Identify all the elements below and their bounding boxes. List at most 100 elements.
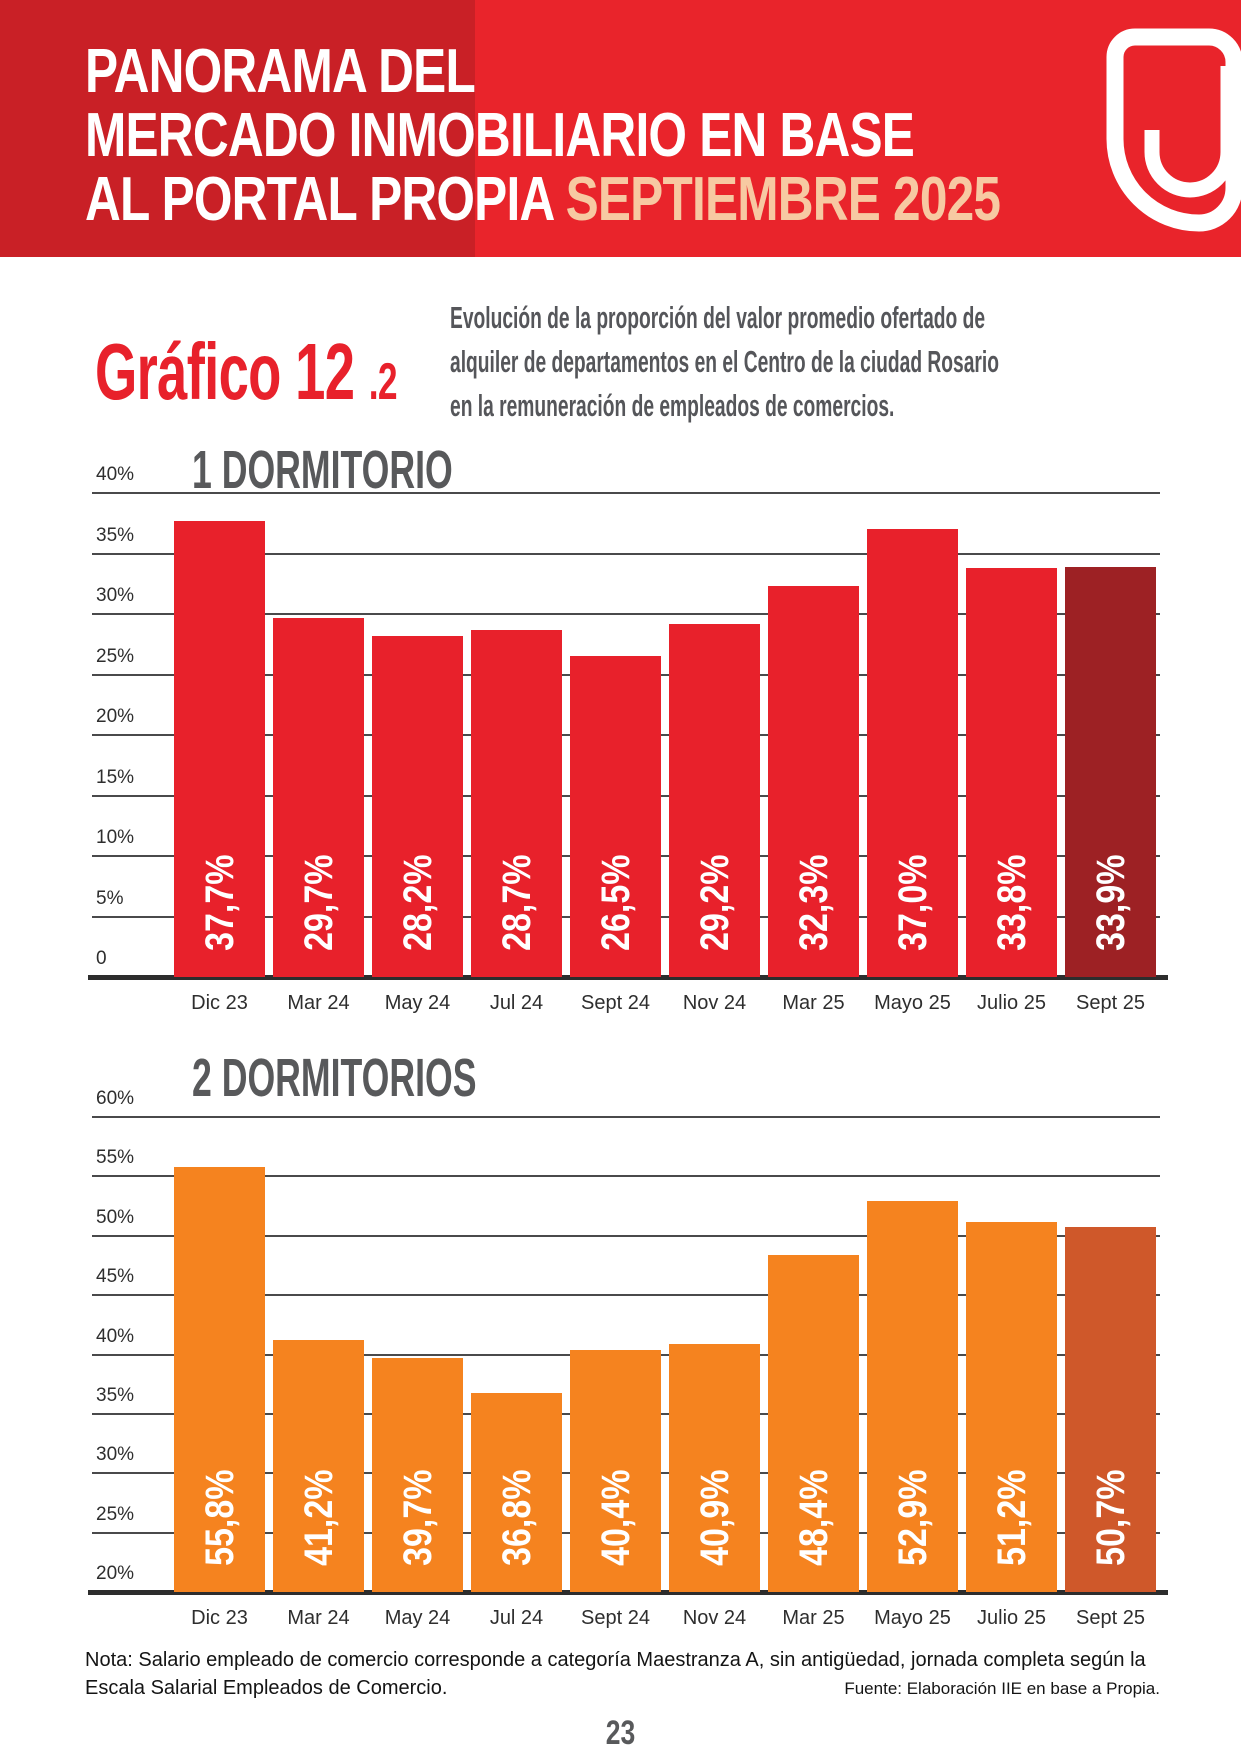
x-axis-label: Jul 24 (489, 992, 544, 1014)
report-title-line1: PANORAMA DEL (85, 37, 476, 106)
bar-value-label: 41,2% (296, 1469, 341, 1566)
figure-label-suffix: .2 (368, 353, 398, 411)
bar-value-label: 48,4% (791, 1469, 836, 1566)
x-axis-label: Mar 24 (287, 1607, 350, 1629)
header-left-block (0, 0, 475, 257)
x-axis-line (88, 975, 1168, 980)
bar-value-label: 29,2% (692, 854, 737, 951)
figure-description-line1: Evolución de la proporción del valor pro… (450, 300, 986, 335)
header-highlight: SEPTIEMBRE 2025 (565, 165, 1001, 234)
bar-value-label: 28,7% (494, 854, 539, 951)
y-tick-label: 30% (96, 585, 135, 606)
x-axis-label: May 24 (384, 992, 451, 1014)
bar: 55,8% (174, 1166, 265, 1592)
bar: 37,7% (174, 520, 265, 977)
report-title-line2: MERCADO INMOBILIARIO EN BASE (85, 101, 915, 170)
bar: 37,0% (867, 529, 958, 977)
x-axis-label: Mar 25 (782, 992, 845, 1014)
footnote-line1: Nota: Salario empleado de comercio corre… (85, 1649, 1146, 1671)
y-tick-label: 35% (96, 524, 135, 546)
gridline (92, 1175, 1160, 1178)
report-title-line3: AL PORTAL PROPIA SEPTIEMBRE 2025 (85, 165, 1001, 234)
bar-value-label: 28,2% (395, 854, 440, 951)
bar-value-label: 29,7% (296, 854, 341, 951)
y-tick-label: 40% (96, 1325, 135, 1347)
gridline (92, 1412, 1160, 1415)
x-axis-label: Jul 24 (489, 1607, 544, 1629)
x-axis-label: May 24 (384, 1607, 451, 1629)
propia-logo-icon (1106, 28, 1241, 232)
y-tick-label: 25% (96, 645, 135, 667)
y-tick-label: 15% (96, 766, 135, 788)
y-tick-label: 35% (96, 1384, 135, 1406)
bar-value-label: 33,9% (1088, 854, 1133, 951)
bar-value-label: 52,9% (890, 1469, 935, 1566)
gridline (92, 1116, 1160, 1118)
gridline (92, 1353, 1160, 1356)
gridline (92, 1234, 1160, 1237)
y-tick-label: 20% (96, 1563, 135, 1584)
bar-value-label: 40,9% (692, 1469, 737, 1566)
figure-label-main: Gráfico 12 (95, 327, 355, 416)
bar-value-label: 26,5% (593, 854, 638, 951)
gridline (92, 794, 1160, 797)
gridline (92, 855, 1160, 857)
bar-value-label: 32,3% (791, 854, 836, 951)
figure-description-line2: alquiler de departamentos en el Centro d… (450, 344, 999, 379)
gridline (92, 734, 1160, 736)
bar-value-label: 33,8% (989, 854, 1034, 951)
bar: 28,2% (372, 635, 463, 977)
x-axis-label: Sept 25 (1076, 1607, 1145, 1629)
footnote-line2: Escala Salarial Empleados de Comercio. (85, 1677, 448, 1699)
x-axis-label: Dic 23 (191, 992, 248, 1014)
bar-value-label: 50,7% (1088, 1469, 1133, 1566)
bar: 26,5% (570, 656, 661, 977)
bar: 41,2% (273, 1340, 364, 1592)
y-tick-label: 55% (96, 1147, 135, 1169)
bar: 40,9% (669, 1343, 760, 1592)
x-axis-label: Dic 23 (191, 1607, 248, 1629)
x-axis-label: Sept 24 (581, 992, 650, 1014)
bar: 33,9% (1065, 566, 1156, 977)
figure-label: Gráfico 12 .2 (95, 327, 398, 424)
gridline (92, 1294, 1160, 1297)
bar: 29,7% (273, 617, 364, 977)
y-tick-label: 45% (96, 1266, 135, 1288)
figure-description: Evolución de la proporción del valor pro… (450, 296, 999, 428)
bar-value-label: 40,4% (593, 1469, 638, 1566)
y-tick-label: 60% (96, 1088, 135, 1109)
bar: 32,3% (768, 586, 859, 977)
y-tick-label: 30% (96, 1444, 135, 1466)
bar-value-label: 36,8% (494, 1469, 539, 1566)
x-axis-label: Sept 24 (581, 1607, 650, 1629)
bar: 36,8% (471, 1392, 562, 1592)
bar: 50,7% (1065, 1227, 1156, 1592)
x-axis-label: Mar 24 (287, 992, 350, 1014)
gridline (92, 1472, 1160, 1475)
gridline (92, 1531, 1160, 1534)
bar: 52,9% (867, 1201, 958, 1592)
page-number: 23 (605, 1714, 636, 1752)
source-credit: Fuente: Elaboración IIE en base a Propia… (844, 1679, 1160, 1698)
x-axis-line (88, 1590, 1168, 1595)
x-axis-label: Julio 25 (977, 1607, 1046, 1629)
bar: 51,2% (966, 1221, 1057, 1592)
gridline (92, 613, 1160, 615)
bar-value-label: 37,7% (197, 854, 242, 951)
x-axis-label: Mayo 25 (874, 992, 951, 1014)
gridline (92, 552, 1160, 555)
bar: 28,7% (471, 629, 562, 977)
chart2-title: 2 DORMITORIOS (192, 1048, 477, 1108)
bar: 48,4% (768, 1254, 859, 1592)
bar-value-label: 51,2% (989, 1469, 1034, 1566)
y-tick-label: 40% (96, 464, 135, 485)
bar: 40,4% (570, 1349, 661, 1592)
y-tick-label: 5% (96, 887, 124, 909)
bar-value-label: 55,8% (197, 1469, 242, 1566)
x-axis-label: Mayo 25 (874, 1607, 951, 1629)
x-axis-label: Mar 25 (782, 1607, 845, 1629)
bar-value-label: 37,0% (890, 854, 935, 951)
